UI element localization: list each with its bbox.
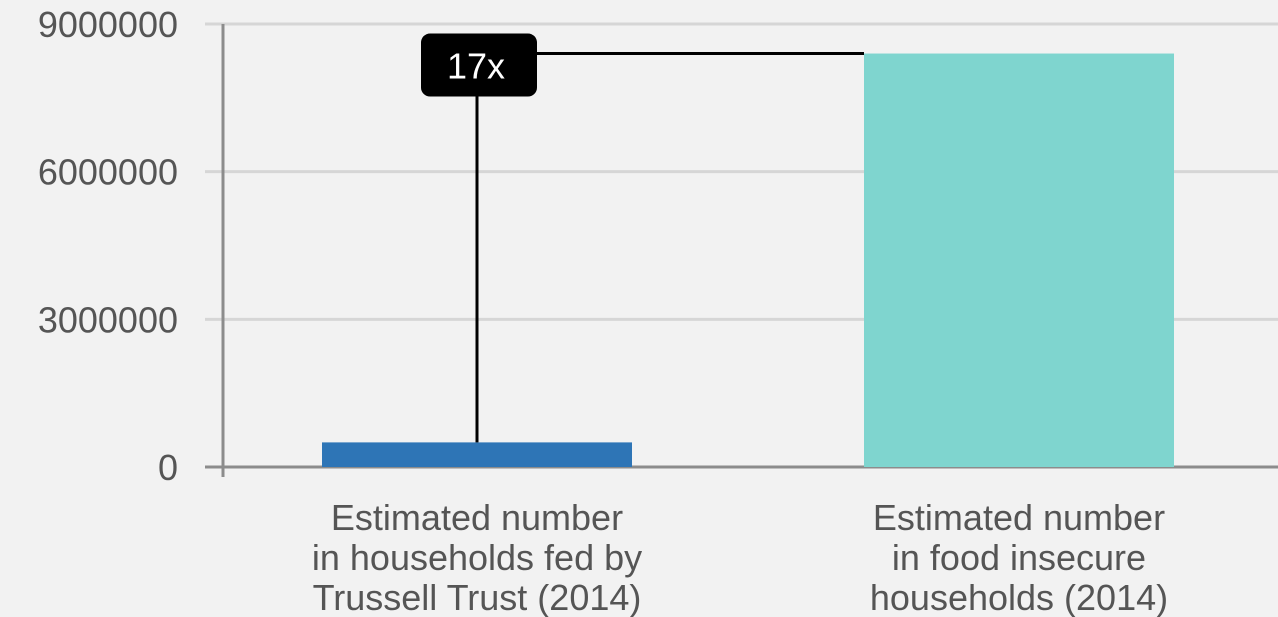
x-category-label-line: in food insecure xyxy=(892,537,1146,578)
annotation-label: 17x xyxy=(447,46,505,87)
annotation-layer: 17x xyxy=(421,33,864,443)
annotation-box xyxy=(421,33,537,97)
y-tick-label: 6000000 xyxy=(38,152,178,193)
x-category-label: Estimated number in food insecure househol… xyxy=(870,497,1168,617)
x-category-label: Estimated number in households fed by Trus… xyxy=(312,497,642,617)
bar-2 xyxy=(864,53,1174,468)
x-category-label-line: in households fed by xyxy=(312,537,642,578)
bar-layer xyxy=(322,53,1174,468)
bar-1 xyxy=(322,442,632,467)
y-tick-label: 9000000 xyxy=(38,4,178,45)
x-category-label-line: households (2014) xyxy=(870,577,1168,617)
y-tick-label: 3000000 xyxy=(38,299,178,340)
x-category-label-line: Estimated number xyxy=(331,497,623,538)
x-category-label-line: Estimated number xyxy=(873,497,1165,538)
y-tick-label: 0 xyxy=(158,447,178,488)
x-category-label-line: Trussell Trust (2014) xyxy=(313,577,642,617)
